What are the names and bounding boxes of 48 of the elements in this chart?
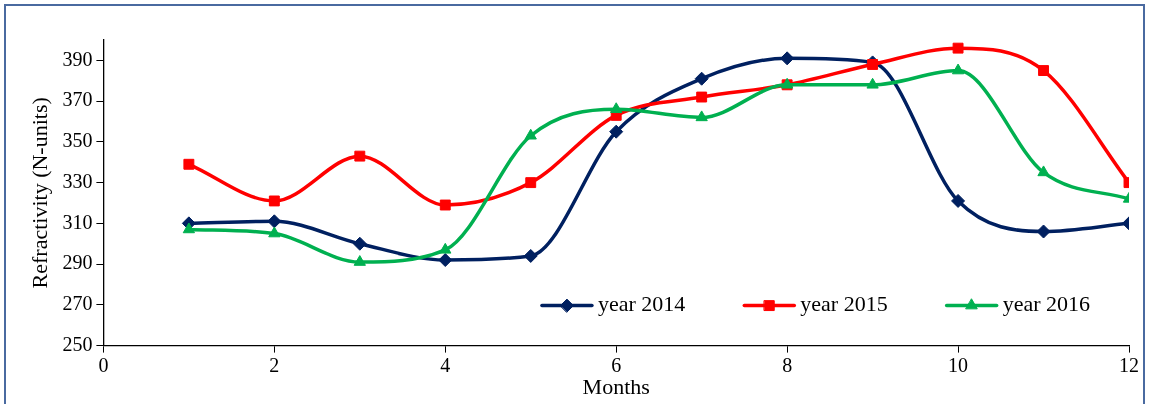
point [524,128,537,140]
y-tick-label: 370 [62,88,93,111]
point [1037,165,1050,177]
legend-label: year 2014 [597,291,686,317]
y-axis-title: Refractivity (N-units) [26,97,52,289]
point [695,110,708,122]
point [951,63,965,75]
point [525,177,537,189]
x-tick-label: 8 [782,353,793,376]
point [182,222,195,234]
legend-label: year 2016 [1002,291,1090,317]
point [439,242,452,254]
point [1036,224,1051,239]
y-tick-label: 250 [62,332,93,355]
point [609,124,624,139]
point [610,102,623,114]
x-tick-label: 12 [1119,353,1139,376]
point [438,253,453,268]
x-tick-label: 0 [98,353,109,376]
point [694,71,709,86]
y-tick-label: 330 [62,169,93,192]
x-tick-label: 4 [440,353,451,376]
legend-label: year 2015 [800,291,888,317]
point [523,248,538,263]
point [352,236,367,251]
point [696,91,708,103]
x-axis-title: Months [582,373,650,399]
y-tick-label: 310 [62,210,93,233]
point [952,42,964,54]
point [268,195,280,207]
point [1038,65,1049,77]
x-tick-label: 10 [948,353,969,376]
point [866,77,879,89]
point [268,226,281,238]
point [780,51,795,66]
y-tick-label: 350 [62,129,93,152]
point [353,255,366,266]
point [867,59,879,70]
point [354,150,366,162]
x-tick-label: 2 [269,353,280,376]
x-tick-label: 6 [611,353,622,376]
point [951,193,966,208]
point [183,158,195,170]
y-tick-label: 390 [62,47,93,70]
y-tick-label: 270 [62,292,93,315]
y-tick-label: 290 [62,251,93,274]
point [439,199,451,211]
point [267,214,282,229]
